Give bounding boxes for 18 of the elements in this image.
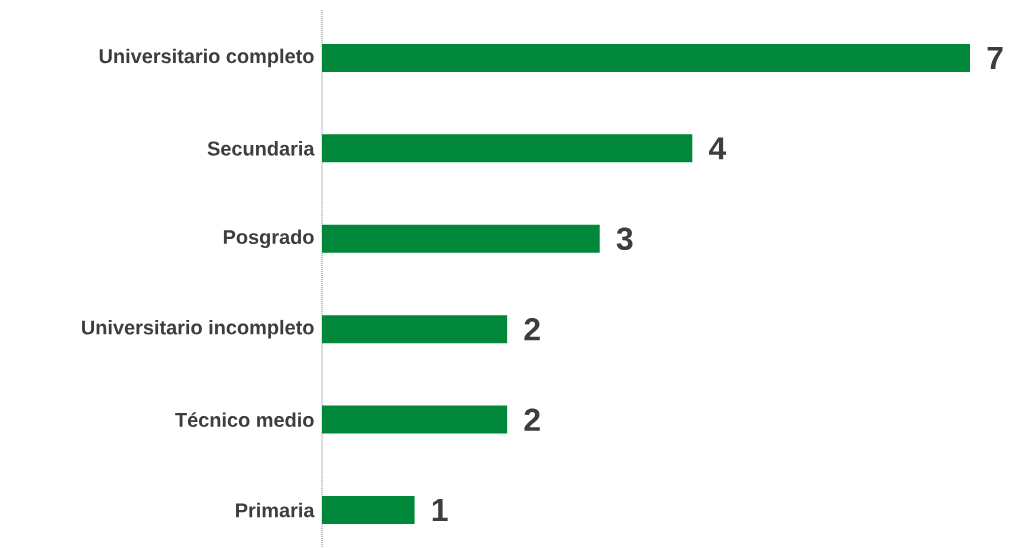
data-label: 2 bbox=[524, 408, 540, 431]
y-tick-label: Posgrado bbox=[223, 229, 314, 249]
y-tick-label: Técnico medio bbox=[175, 412, 314, 428]
data-label: 1 bbox=[432, 499, 448, 521]
bar bbox=[322, 43, 971, 72]
bar bbox=[322, 496, 415, 525]
data-label: 3 bbox=[616, 227, 633, 251]
data-label: 2 bbox=[524, 318, 540, 341]
bar bbox=[322, 134, 693, 163]
bar bbox=[322, 405, 508, 434]
bar bbox=[322, 224, 600, 253]
y-tick-label: Universitario incompleto bbox=[82, 319, 314, 339]
bar bbox=[322, 315, 508, 344]
y-tick-label: Universitario completo bbox=[99, 48, 314, 68]
y-tick-label: Primaria bbox=[236, 502, 315, 518]
data-label: 4 bbox=[708, 137, 727, 160]
data-label: 7 bbox=[987, 46, 1003, 69]
y-tick-label: Secundaria bbox=[207, 141, 315, 156]
